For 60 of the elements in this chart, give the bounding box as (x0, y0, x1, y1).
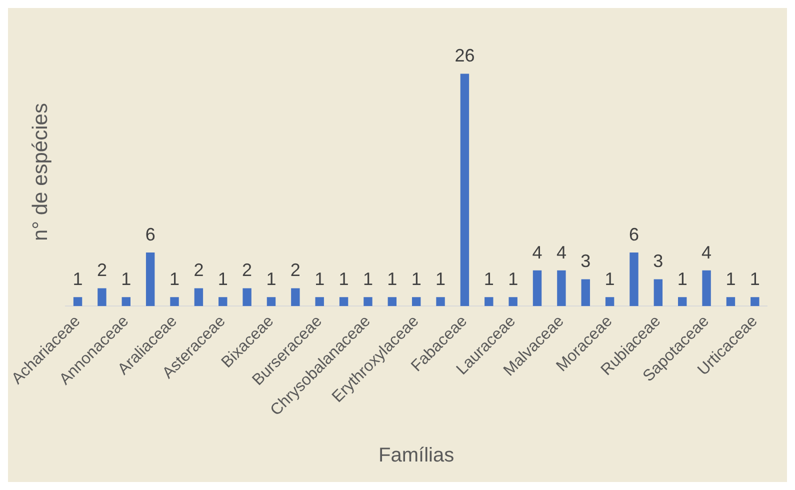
bar (73, 297, 82, 306)
data-label: 1 (218, 269, 228, 290)
data-label: 4 (702, 242, 712, 262)
data-label: 1 (604, 269, 615, 290)
data-label: 1 (508, 269, 518, 290)
data-label: 1 (436, 269, 446, 290)
data-label: 4 (556, 242, 566, 262)
data-label: 1 (750, 269, 760, 290)
bar (654, 279, 663, 306)
data-label: 2 (290, 260, 300, 280)
bar (170, 297, 179, 306)
y-axis-title: n° de espécies (28, 103, 52, 242)
bar (218, 297, 228, 306)
bar (581, 279, 590, 306)
bar (726, 297, 736, 306)
bar (242, 288, 252, 306)
bar (630, 252, 638, 306)
bar (436, 297, 445, 306)
bar (605, 297, 614, 306)
bar (412, 297, 421, 306)
bar (266, 297, 276, 306)
data-label: 1 (170, 269, 180, 290)
data-label: 2 (242, 260, 252, 280)
data-label: 26 (454, 46, 475, 66)
bar (98, 288, 106, 306)
data-label: 1 (677, 269, 688, 290)
data-label: 6 (145, 224, 156, 244)
data-label: 1 (726, 269, 736, 290)
data-label: 1 (362, 269, 373, 290)
data-label: 2 (194, 260, 204, 280)
bar (750, 297, 760, 306)
data-label: 1 (484, 269, 494, 290)
data-label: 3 (653, 251, 664, 272)
bar (532, 270, 542, 306)
bar (122, 297, 130, 306)
data-label: 6 (628, 224, 639, 244)
data-label: 1 (387, 269, 398, 290)
bar (508, 297, 518, 306)
bar (702, 270, 711, 306)
data-label: 1 (411, 269, 422, 290)
bar (315, 297, 324, 306)
bar (388, 297, 397, 306)
data-label: 2 (96, 260, 107, 280)
bar (678, 297, 687, 306)
x-axis-title: Famílias (378, 444, 454, 467)
data-label: 1 (72, 269, 83, 290)
bar (146, 252, 155, 306)
bar (364, 297, 372, 306)
data-label: 4 (532, 242, 542, 262)
bar (484, 297, 494, 306)
bar (194, 288, 204, 306)
data-label: 1 (266, 269, 276, 290)
bar (557, 270, 566, 306)
data-label: 3 (580, 251, 591, 272)
bar (291, 288, 300, 306)
data-label: 1 (121, 269, 132, 290)
data-label: 1 (338, 269, 349, 290)
data-label: 1 (314, 269, 325, 290)
bar (339, 297, 348, 306)
bar (460, 74, 470, 306)
